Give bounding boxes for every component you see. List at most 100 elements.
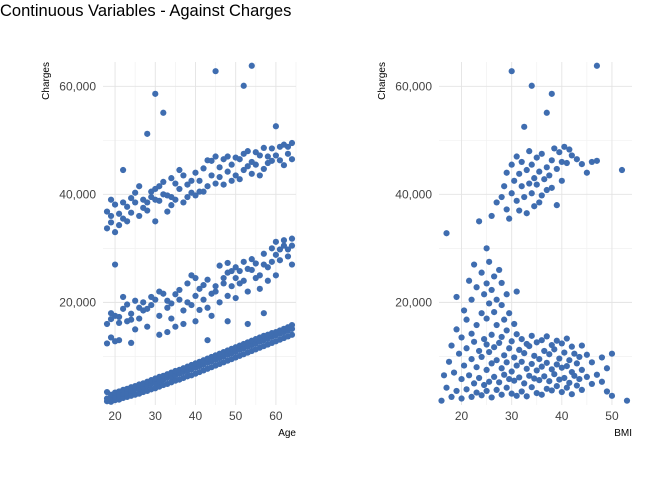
data-point (531, 375, 538, 382)
data-point (498, 193, 505, 201)
data-point (546, 351, 553, 358)
data-point (443, 230, 450, 237)
x-tick-label: 30 (505, 409, 519, 423)
data-point (244, 148, 251, 155)
data-point (240, 166, 247, 174)
data-point (200, 165, 207, 172)
data-point (453, 293, 460, 301)
y-tick-label: 60,000 (395, 79, 432, 93)
data-point (503, 359, 510, 366)
x-tick-label: 20 (108, 409, 122, 423)
data-point (443, 384, 450, 391)
data-point (128, 209, 135, 216)
data-point (252, 161, 259, 168)
data-point (488, 331, 495, 338)
data-point (256, 152, 263, 159)
y-axis-title: Charges (41, 62, 52, 100)
data-point (518, 158, 525, 166)
data-point (568, 343, 575, 350)
data-point (498, 301, 505, 309)
data-point (521, 193, 528, 201)
data-point (551, 371, 558, 378)
data-point (543, 385, 550, 392)
data-point (284, 246, 292, 253)
data-point (107, 219, 115, 226)
data-point (603, 365, 611, 372)
data-point (458, 395, 465, 402)
data-point (533, 181, 540, 188)
x-tick-label: 20 (455, 409, 469, 423)
data-point (216, 164, 223, 171)
y-tick-label: 20,000 (59, 295, 96, 309)
data-point (164, 208, 171, 215)
data-point (176, 166, 183, 174)
data-point (244, 163, 251, 170)
data-point (276, 257, 284, 264)
data-point (513, 153, 520, 160)
data-point (276, 157, 284, 164)
data-point (132, 297, 139, 304)
data-point (172, 291, 179, 298)
data-point (176, 296, 183, 303)
data-point (208, 312, 215, 319)
data-point (513, 288, 520, 295)
y-tick-label: 40,000 (395, 187, 432, 201)
data-point (501, 352, 508, 359)
data-point (598, 354, 606, 361)
data-point (493, 321, 500, 329)
data-point (450, 369, 458, 376)
data-point (111, 261, 119, 268)
data-point (546, 378, 553, 385)
data-point (160, 109, 167, 116)
data-point (284, 253, 292, 260)
data-point (498, 365, 505, 372)
data-point (136, 183, 143, 190)
data-point (228, 267, 235, 275)
data-point (288, 235, 296, 242)
data-point (483, 366, 490, 373)
data-point (124, 301, 131, 308)
data-point (576, 353, 583, 361)
data-point (168, 175, 175, 182)
data-point (232, 264, 239, 271)
x-axis-title: BMI (614, 428, 632, 439)
data-point (481, 381, 488, 389)
x-tick-label: 50 (229, 409, 243, 423)
data-point (483, 245, 490, 252)
data-point (488, 394, 495, 401)
data-point (136, 212, 143, 220)
age-charges-scatter: 20 30 40 50 60 20,000 40,000 60,000 Age Charges (41, 62, 296, 439)
data-point (224, 292, 231, 299)
data-point (491, 308, 498, 316)
data-point (264, 153, 271, 160)
data-point (220, 274, 227, 282)
data-point (503, 384, 510, 391)
data-point (232, 172, 239, 179)
data-point (465, 277, 473, 284)
data-point (563, 384, 570, 391)
data-point (196, 285, 203, 292)
data-point (115, 313, 123, 321)
data-point (272, 251, 279, 258)
data-point (526, 148, 533, 155)
data-point (248, 256, 255, 263)
data-point (473, 284, 480, 291)
x-axis-title: Age (278, 428, 296, 439)
data-point (168, 202, 175, 209)
data-point (212, 180, 219, 187)
data-point (526, 180, 533, 187)
data-point (124, 203, 131, 210)
data-point (156, 183, 163, 190)
data-point (120, 305, 127, 312)
data-point (120, 166, 127, 174)
data-point (493, 386, 500, 393)
data-point (563, 363, 570, 370)
data-point (546, 172, 553, 179)
data-point (493, 357, 500, 364)
data-point (168, 315, 175, 322)
x-tick-label: 30 (149, 409, 163, 423)
data-point (553, 361, 560, 368)
data-point (152, 218, 159, 225)
data-point (533, 367, 540, 374)
data-point (518, 183, 525, 190)
